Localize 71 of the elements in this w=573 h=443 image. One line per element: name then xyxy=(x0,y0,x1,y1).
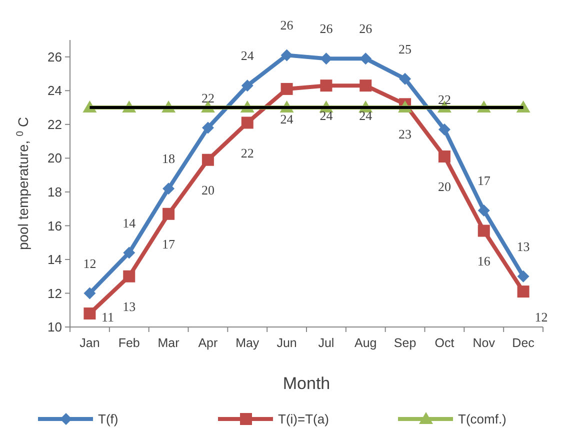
x-tick-label: Jun xyxy=(276,336,297,350)
data-label: 13 xyxy=(516,238,530,254)
legend-label: T(i)=T(a) xyxy=(278,412,329,427)
data-label: 24 xyxy=(359,108,373,124)
point xyxy=(438,123,450,136)
point xyxy=(478,224,490,237)
data-label: 22 xyxy=(240,145,254,160)
data-label: 23 xyxy=(398,126,412,142)
point xyxy=(123,246,136,259)
point xyxy=(280,49,293,62)
x-tick-label: Nov xyxy=(472,336,496,350)
x-tick-label: Jan xyxy=(80,336,100,350)
data-label: 13 xyxy=(122,298,136,314)
data-label: 17 xyxy=(477,173,491,188)
data-label: 18 xyxy=(162,151,176,166)
y-tick-label: 24 xyxy=(48,83,62,98)
y-tick-label: 26 xyxy=(48,49,62,64)
x-tick-label: Aug xyxy=(354,336,377,350)
data-label: 22 xyxy=(438,92,451,108)
data-label: 26 xyxy=(359,21,373,36)
legend-label: T(comf.) xyxy=(458,412,506,427)
y-tick-label: 14 xyxy=(48,252,62,268)
data-label: 24 xyxy=(320,108,334,124)
point xyxy=(162,208,175,220)
point xyxy=(320,80,332,92)
point xyxy=(438,150,450,162)
point xyxy=(84,307,96,320)
point xyxy=(123,270,136,282)
point xyxy=(202,154,214,166)
data-label: 12 xyxy=(534,310,548,325)
x-tick-label: Oct xyxy=(434,336,455,350)
data-label: 22 xyxy=(201,90,214,106)
x-tick-label: Mar xyxy=(158,336,180,350)
x-tick-label: Jul xyxy=(318,336,334,350)
x-tick-label: Feb xyxy=(118,336,140,350)
point xyxy=(478,204,490,217)
y-tick-label: 18 xyxy=(48,184,62,200)
data-label: 24 xyxy=(280,112,294,127)
data-label: 26 xyxy=(320,21,334,36)
y-tick-label: 10 xyxy=(48,320,62,335)
data-label: 20 xyxy=(438,179,451,194)
y-tick-label: 22 xyxy=(48,116,62,132)
point xyxy=(360,52,372,65)
data-label: 16 xyxy=(477,253,491,268)
x-tick-label: May xyxy=(236,336,260,350)
point xyxy=(241,116,254,129)
point xyxy=(517,286,530,298)
data-label: 26 xyxy=(280,18,294,33)
data-label: 17 xyxy=(162,236,176,252)
point xyxy=(241,80,254,92)
x-tick-label: Apr xyxy=(198,336,218,350)
x-tick-label: Dec xyxy=(512,336,534,350)
point xyxy=(202,122,214,134)
point xyxy=(517,270,530,282)
data-label: 25 xyxy=(398,41,412,56)
point xyxy=(280,82,293,95)
y-tick-label: 12 xyxy=(48,286,62,301)
x-axis-title: Month xyxy=(282,374,330,393)
point xyxy=(84,287,96,300)
point xyxy=(399,72,412,85)
data-label: 11 xyxy=(101,310,114,325)
y-tick-label: 16 xyxy=(48,218,62,234)
data-label: 20 xyxy=(201,182,214,198)
data-label: 14 xyxy=(122,215,136,230)
legend-label: T(f) xyxy=(98,412,118,427)
y-tick-label: 20 xyxy=(48,150,62,166)
data-label: 12 xyxy=(83,256,96,271)
data-label: 24 xyxy=(240,48,254,64)
point xyxy=(360,80,372,92)
x-tick-label: Sep xyxy=(394,336,416,350)
point xyxy=(162,182,175,195)
